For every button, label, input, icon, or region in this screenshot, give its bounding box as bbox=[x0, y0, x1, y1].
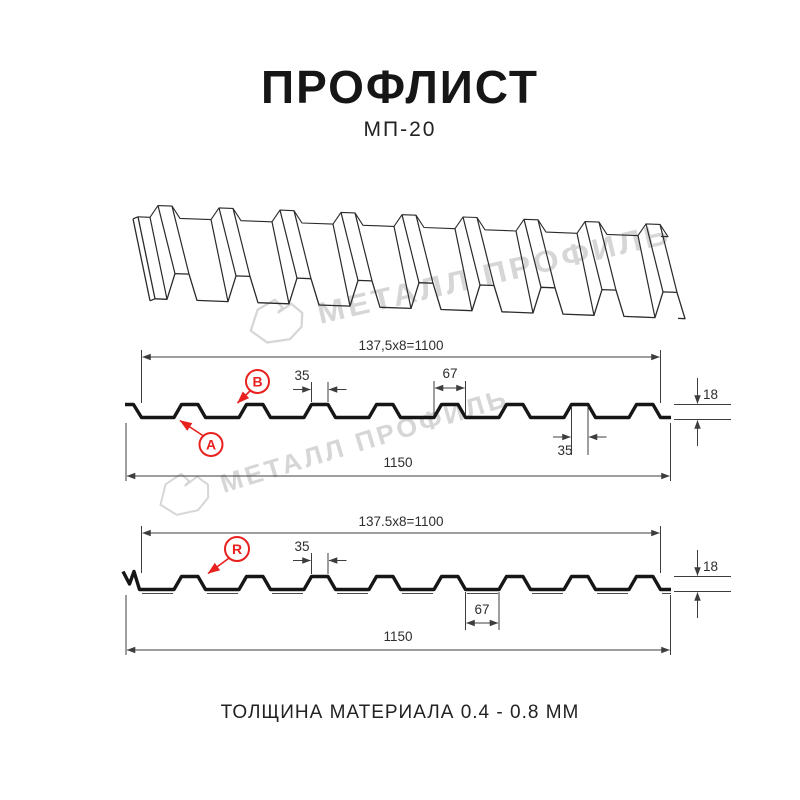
label-a-text: A bbox=[206, 437, 216, 453]
sheet-3d-drawing bbox=[132, 205, 686, 320]
sheet-3d-line bbox=[340, 212, 359, 281]
sheet-3d-line bbox=[271, 221, 290, 304]
sheet-3d-line bbox=[523, 219, 542, 288]
sheet-3d-line bbox=[137, 216, 156, 299]
dimension-pitch-value: 137,5x8=1100 bbox=[359, 338, 444, 353]
label-r-badge: R bbox=[207, 536, 250, 575]
sheet-3d-line bbox=[210, 219, 229, 302]
label-a-badge: A bbox=[179, 419, 224, 457]
sheet-3d-line bbox=[332, 223, 351, 307]
sheet-3d-line bbox=[354, 212, 373, 282]
dimension-crest-top bbox=[293, 553, 347, 574]
sheet-3d-line bbox=[515, 230, 534, 314]
label-r-text: R bbox=[232, 541, 242, 557]
sheet-3d-line bbox=[645, 223, 664, 293]
profile-top-drawing: 137,5x8=1100 35 67 18 bbox=[125, 338, 731, 481]
dimension-height bbox=[674, 550, 731, 618]
page-subtitle: МП-20 bbox=[363, 118, 437, 141]
dimension-full-width-value: 1150 bbox=[383, 629, 412, 644]
dimension-height-value: 18 bbox=[703, 559, 718, 574]
dimension-crest-base bbox=[433, 381, 466, 415]
sheet-3d-line bbox=[154, 272, 686, 320]
dimension-crest-base-value: 67 bbox=[442, 366, 457, 381]
watermark-text: МЕТАЛЛ ПРОФИЛЬ bbox=[217, 382, 513, 498]
dimension-full-width bbox=[125, 595, 671, 655]
dimension-crest-top-value: 35 bbox=[294, 539, 309, 554]
sheet-3d-line bbox=[157, 205, 176, 274]
dimension-crest-top bbox=[293, 382, 347, 402]
footer-note: ТОЛЩИНА МАТЕРИАЛА 0.4 - 0.8 ММ bbox=[220, 702, 580, 723]
dimension-height-value: 18 bbox=[703, 387, 718, 402]
sheet-3d-line bbox=[171, 205, 190, 275]
label-b-badge: B bbox=[236, 369, 270, 404]
page-title: ПРОФЛИСТ bbox=[261, 61, 539, 113]
sheet-3d-line bbox=[149, 217, 168, 300]
sheet-3d-line bbox=[462, 216, 481, 286]
label-b-text: B bbox=[252, 374, 262, 390]
dimension-pitch bbox=[141, 526, 661, 573]
sheet-3d-line bbox=[137, 205, 669, 238]
watermark-text: МЕТАЛЛ ПРОФИЛЬ bbox=[314, 217, 674, 331]
sheet-3d-line bbox=[232, 208, 251, 277]
dimension-crest-top-2-value: 35 bbox=[557, 443, 572, 458]
sheet-3d-line bbox=[279, 209, 298, 279]
sheet-3d-line bbox=[598, 221, 617, 291]
sheet-3d-line bbox=[393, 226, 412, 309]
watermark-logo-icon bbox=[159, 472, 210, 516]
sheet-3d-line bbox=[132, 216, 156, 302]
sheet-3d-line bbox=[454, 228, 473, 311]
sheet-3d-line bbox=[576, 233, 595, 316]
sheet-3d-line bbox=[537, 219, 556, 288]
dimension-full-width-value: 1150 bbox=[383, 455, 412, 470]
dimension-full-width bbox=[125, 423, 671, 481]
sheet-3d-line bbox=[415, 215, 434, 284]
sheet-3d-line bbox=[218, 207, 237, 277]
sheet-3d-line bbox=[637, 235, 656, 318]
sheet-3d-line bbox=[293, 210, 312, 279]
dimension-pitch-value: 137.5x8=1100 bbox=[359, 514, 444, 529]
dimension-height bbox=[674, 378, 731, 446]
profile-top-outline bbox=[125, 402, 671, 420]
sheet-3d-line bbox=[476, 217, 495, 286]
dimension-pitch bbox=[141, 350, 661, 403]
profile-bottom-outline bbox=[121, 569, 671, 592]
profile-bottom-drawing: 137.5x8=1100 35 67 18 bbox=[121, 514, 731, 655]
dimension-valley bbox=[465, 592, 500, 630]
sheet-3d-line bbox=[584, 221, 603, 290]
dimension-crest-top-2 bbox=[553, 406, 607, 455]
sheet-3d-line bbox=[659, 224, 678, 293]
dimension-crest-top-value: 35 bbox=[294, 368, 309, 383]
sheet-3d-line bbox=[401, 214, 420, 283]
dimension-valley-value: 67 bbox=[474, 602, 489, 617]
watermark-logo-icon bbox=[249, 298, 304, 344]
